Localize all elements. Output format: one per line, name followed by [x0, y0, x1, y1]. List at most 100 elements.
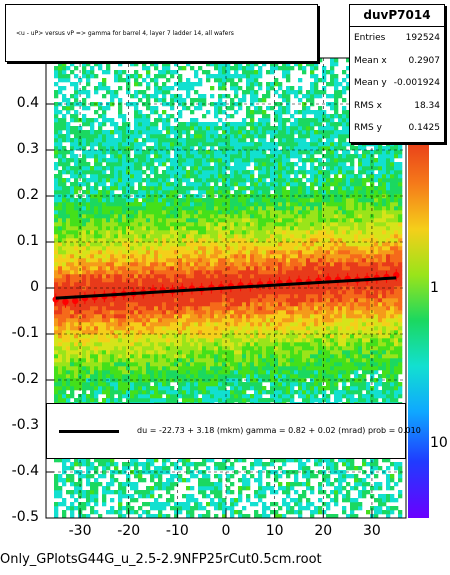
- heatmap-cell: [90, 338, 95, 343]
- heatmap-cell: [246, 214, 251, 219]
- heatmap-cell: [166, 90, 171, 95]
- heatmap-cell: [106, 342, 111, 347]
- heatmap-cell: [114, 338, 119, 343]
- heatmap-cell: [58, 330, 63, 335]
- heatmap-cell: [130, 202, 135, 207]
- heatmap-cell: [246, 382, 251, 387]
- heatmap-cell: [142, 250, 147, 255]
- heatmap-cell: [70, 510, 75, 515]
- heatmap-cell: [106, 150, 111, 155]
- heatmap-cell: [218, 302, 223, 307]
- heatmap-cell: [194, 118, 199, 123]
- heatmap-cell: [138, 178, 143, 183]
- heatmap-cell: [66, 246, 71, 251]
- heatmap-cell: [74, 210, 79, 215]
- heatmap-cell: [142, 326, 147, 331]
- heatmap-cell: [198, 290, 203, 295]
- heatmap-cell: [102, 502, 107, 507]
- heatmap-cell: [74, 290, 79, 295]
- heatmap-cell: [74, 86, 79, 91]
- heatmap-cell: [90, 334, 95, 339]
- heatmap-cell: [242, 382, 247, 387]
- heatmap-cell: [110, 302, 115, 307]
- heatmap-cell: [142, 310, 147, 315]
- heatmap-cell: [118, 146, 123, 151]
- heatmap-cell: [198, 106, 203, 111]
- heatmap-cell: [90, 306, 95, 311]
- heatmap-cell: [70, 246, 75, 251]
- heatmap-cell: [162, 322, 167, 327]
- heatmap-cell: [62, 342, 67, 347]
- heatmap-cell: [178, 202, 183, 207]
- heatmap-cell: [254, 162, 259, 167]
- heatmap-cell: [166, 142, 171, 147]
- heatmap-cell: [190, 122, 195, 127]
- heatmap-cell: [154, 234, 159, 239]
- heatmap-cell: [174, 334, 179, 339]
- heatmap-cell: [58, 234, 63, 239]
- heatmap-cell: [174, 250, 179, 255]
- heatmap-cell: [62, 214, 67, 219]
- heatmap-cell: [130, 322, 135, 327]
- heatmap-cell: [98, 150, 103, 155]
- heatmap-cell: [210, 210, 215, 215]
- heatmap-cell: [154, 298, 159, 303]
- heatmap-cell: [114, 202, 119, 207]
- heatmap-cell: [114, 246, 119, 251]
- heatmap-cell: [86, 186, 91, 191]
- heatmap-cell: [210, 366, 215, 371]
- heatmap-cell: [222, 330, 227, 335]
- heatmap-cell: [98, 458, 103, 463]
- heatmap-cell: [238, 126, 243, 131]
- heatmap-cell: [214, 282, 219, 287]
- heatmap-cell: [150, 502, 155, 507]
- heatmap-cell: [202, 70, 207, 75]
- heatmap-cell: [66, 458, 71, 463]
- heatmap-cell: [194, 502, 199, 507]
- heatmap-cell: [234, 358, 239, 363]
- heatmap-cell: [94, 234, 99, 239]
- heatmap-cell: [206, 370, 211, 375]
- heatmap-cell: [150, 214, 155, 219]
- heatmap-cell: [234, 198, 239, 203]
- heatmap-cell: [126, 330, 131, 335]
- heatmap-cell: [170, 326, 175, 331]
- heatmap-cell: [62, 222, 67, 227]
- heatmap-cell: [166, 250, 171, 255]
- heatmap-cell: [82, 506, 87, 511]
- heatmap-cell: [98, 154, 103, 159]
- heatmap-cell: [166, 86, 171, 91]
- heatmap-cell: [210, 370, 215, 375]
- heatmap-cell: [66, 282, 71, 287]
- heatmap-cell: [222, 350, 227, 355]
- heatmap-cell: [202, 506, 207, 511]
- heatmap-cell: [194, 398, 199, 403]
- heatmap-cell: [154, 154, 159, 159]
- heatmap-cell: [226, 142, 231, 147]
- heatmap-cell: [90, 242, 95, 247]
- heatmap-cell: [102, 398, 107, 403]
- heatmap-cell: [254, 350, 259, 355]
- heatmap-cell: [222, 210, 227, 215]
- heatmap-cell: [162, 374, 167, 379]
- heatmap-cell: [62, 126, 67, 131]
- heatmap-cell: [194, 354, 199, 359]
- heatmap-cell: [102, 306, 107, 311]
- heatmap-cell: [118, 362, 123, 367]
- heatmap-cell: [106, 250, 111, 255]
- heatmap-cell: [118, 158, 123, 163]
- heatmap-cell: [110, 354, 115, 359]
- heatmap-cell: [162, 350, 167, 355]
- heatmap-cell: [110, 370, 115, 375]
- heatmap-cell: [178, 170, 183, 175]
- heatmap-cell: [142, 206, 147, 211]
- heatmap-cell: [78, 282, 83, 287]
- heatmap-cell: [218, 202, 223, 207]
- heatmap-cell: [238, 130, 243, 135]
- heatmap-cell: [146, 354, 151, 359]
- heatmap-cell: [154, 458, 159, 463]
- heatmap-cell: [62, 390, 67, 395]
- heatmap-cell: [206, 390, 211, 395]
- heatmap-cell: [170, 222, 175, 227]
- heatmap-cell: [186, 190, 191, 195]
